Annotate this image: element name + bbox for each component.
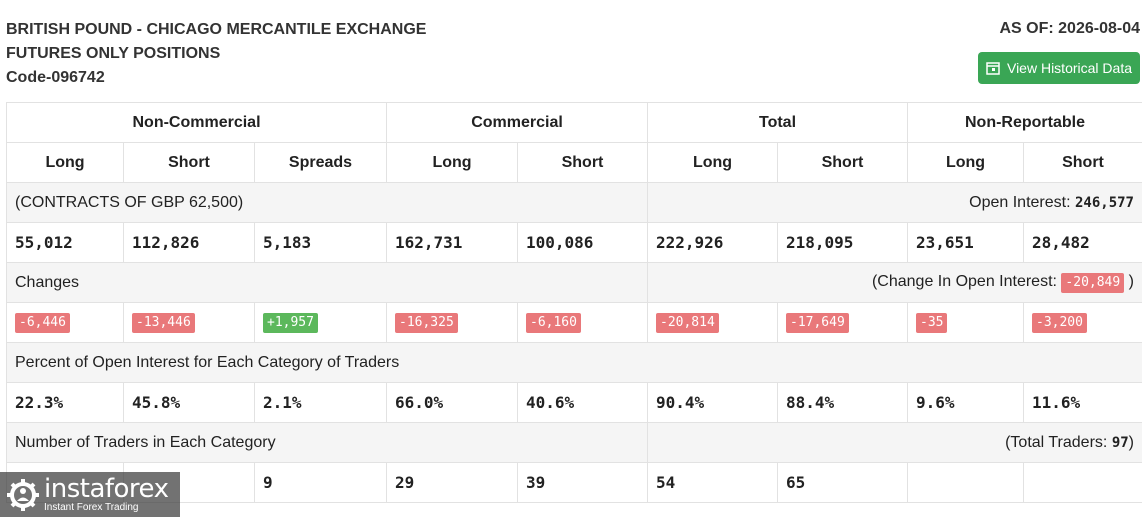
contracts-section-row: (CONTRACTS OF GBP 62,500) Open Interest:… — [6, 182, 1142, 223]
change-badge: -17,649 — [786, 312, 849, 333]
contracts-values-row: 55,012 112,826 5,183 162,731 100,086 222… — [6, 222, 1142, 263]
group-commercial: Commercial — [386, 102, 648, 143]
open-interest-value: 246,577 — [1074, 194, 1134, 211]
instaforex-logo-icon — [6, 478, 40, 512]
change-oi-close: ) — [1128, 272, 1134, 290]
table-cell: 66.0% — [386, 382, 518, 423]
column-header: Long — [386, 142, 518, 183]
table-cell: -6,446 — [6, 302, 124, 343]
column-header-row: Long Short Spreads Long Short Long Short… — [6, 142, 1142, 183]
percent-section-row: Percent of Open Interest for Each Catego… — [6, 342, 1142, 383]
table-cell: 22.3% — [6, 382, 124, 423]
table-cell — [1023, 462, 1142, 503]
change-badge: -13,446 — [132, 312, 195, 333]
change-in-open-interest: (Change In Open Interest: -20,849 ) — [647, 262, 1142, 303]
column-header: Short — [1023, 142, 1142, 183]
table-cell: 45.8% — [123, 382, 255, 423]
table-cell: 9.6% — [907, 382, 1024, 423]
table-cell: -20,814 — [647, 302, 778, 343]
traders-section-row: Number of Traders in Each Category (Tota… — [6, 422, 1142, 463]
instaforex-logo-text: instaforex Instant Forex Trading — [44, 473, 169, 514]
instaforex-tagline: Instant Forex Trading — [44, 501, 139, 513]
table-cell: 28,482 — [1023, 222, 1142, 263]
group-header-row: Non-Commercial Commercial Total Non-Repo… — [6, 102, 1142, 143]
table-cell: 222,926 — [647, 222, 778, 263]
changes-values-row: -6,446 -13,446 +1,957 -16,325 -6,160 -20… — [6, 302, 1142, 343]
total-traders-close: ) — [1128, 433, 1134, 451]
title-block: BRITISH POUND - CHICAGO MERCANTILE EXCHA… — [6, 18, 426, 90]
table-cell: 90.4% — [647, 382, 778, 423]
table-cell: 112,826 — [123, 222, 255, 263]
column-header: Long — [6, 142, 124, 183]
column-header: Long — [647, 142, 778, 183]
view-historical-data-label: View Historical Data — [1006, 60, 1132, 76]
table-cell: -3,200 — [1023, 302, 1142, 343]
table-cell: -13,446 — [123, 302, 255, 343]
change-oi-label: (Change In Open Interest: — [871, 272, 1057, 290]
traders-label: Number of Traders in Each Category — [6, 422, 648, 463]
view-historical-data-button[interactable]: View Historical Data — [978, 52, 1140, 84]
table-cell: 39 — [517, 462, 648, 503]
table-cell: 9 — [254, 462, 387, 503]
change-badge: -3,200 — [1032, 312, 1087, 333]
change-badge: -35 — [916, 312, 948, 333]
total-traders-value: 97 — [1111, 434, 1129, 451]
change-badge: -20,814 — [656, 312, 719, 333]
group-non-reportable: Non-Reportable — [907, 102, 1142, 143]
table-cell: +1,957 — [254, 302, 387, 343]
column-header: Short — [123, 142, 255, 183]
table-cell: -16,325 — [386, 302, 518, 343]
table-cell: 11.6% — [1023, 382, 1142, 423]
table-cell: 2.1% — [254, 382, 387, 423]
group-non-commercial: Non-Commercial — [6, 102, 387, 143]
change-badge: -16,325 — [395, 312, 458, 333]
group-total: Total — [647, 102, 908, 143]
column-header: Long — [907, 142, 1024, 183]
table-cell: 23,651 — [907, 222, 1024, 263]
table-cell: -17,649 — [777, 302, 908, 343]
table-cell: 162,731 — [386, 222, 518, 263]
changes-section-row: Changes (Change In Open Interest: -20,84… — [6, 262, 1142, 303]
column-header: Short — [777, 142, 908, 183]
table-cell: 218,095 — [777, 222, 908, 263]
table-cell: -35 — [907, 302, 1024, 343]
change-badge: +1,957 — [263, 312, 318, 333]
contracts-label: (CONTRACTS OF GBP 62,500) — [6, 182, 648, 223]
table-cell: 5,183 — [254, 222, 387, 263]
column-header: Short — [517, 142, 648, 183]
table-cell: 29 — [386, 462, 518, 503]
total-traders-label: (Total Traders: — [1005, 433, 1108, 451]
table-cell: 54 — [647, 462, 778, 503]
column-header: Spreads — [254, 142, 387, 183]
table-cell: 55,012 — [6, 222, 124, 263]
table-cell: 88.4% — [777, 382, 908, 423]
change-badge: -6,446 — [15, 312, 70, 333]
change-badge: -6,160 — [526, 312, 581, 333]
cot-table: Non-Commercial Commercial Total Non-Repo… — [6, 102, 1142, 503]
open-interest-label: Open Interest: — [969, 193, 1071, 211]
instaforex-watermark: instaforex Instant Forex Trading — [0, 472, 180, 517]
table-cell: -6,160 — [517, 302, 648, 343]
change-oi-badge: -20,849 — [1061, 272, 1125, 293]
open-interest: Open Interest: 246,577 — [647, 182, 1142, 223]
table-cell: 65 — [777, 462, 908, 503]
calendar-icon — [986, 61, 1000, 75]
table-cell: 40.6% — [517, 382, 648, 423]
as-of-date: AS OF: 2026-08-04 — [999, 20, 1140, 37]
total-traders: (Total Traders: 97) — [647, 422, 1142, 463]
report-title: BRITISH POUND - CHICAGO MERCANTILE EXCHA… — [6, 21, 427, 38]
table-cell — [907, 462, 1024, 503]
percent-values-row: 22.3% 45.8% 2.1% 66.0% 40.6% 90.4% 88.4%… — [6, 382, 1142, 423]
table-cell: 100,086 — [517, 222, 648, 263]
instaforex-name: instaforex — [44, 473, 169, 504]
report-code: Code-096742 — [6, 69, 105, 86]
report-subtitle: FUTURES ONLY POSITIONS — [6, 45, 221, 62]
changes-label: Changes — [6, 262, 648, 303]
percent-label: Percent of Open Interest for Each Catego… — [6, 342, 1142, 383]
